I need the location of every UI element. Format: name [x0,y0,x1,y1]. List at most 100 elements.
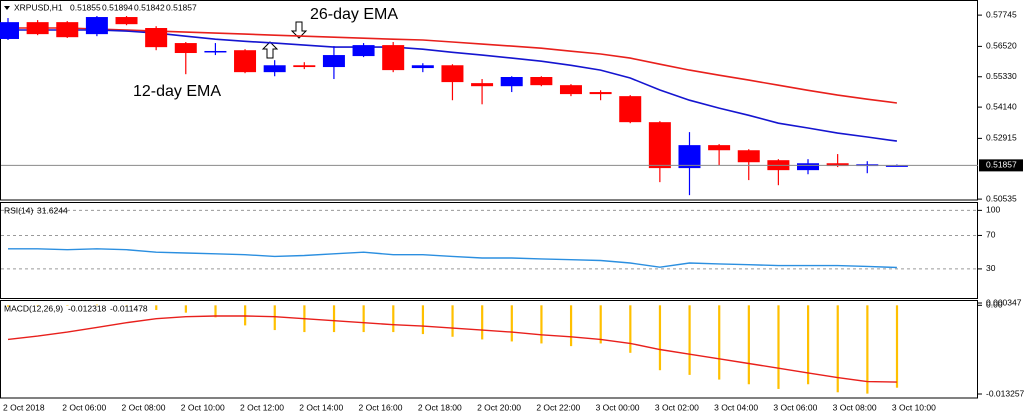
candle-body [204,50,227,53]
x-tick-label: 2 Oct 06:00 [62,402,106,412]
current-price-box [979,159,1023,172]
ohlc-value: 0.51857 [166,2,197,12]
ema26-arrow [290,21,308,39]
y-tick-label: 0.000347 [986,297,1022,307]
x-tick-label: 3 Oct 04:00 [714,402,758,412]
candle-body [263,65,286,73]
ema26-label: 26-day EMA [310,6,398,23]
panel-title: MACD(12,26,9) [4,303,63,313]
macd-value: -0.012318 [68,303,107,313]
candle-body [678,145,701,169]
candle-body [619,96,642,123]
macd-bar [421,305,425,335]
candle-body [737,150,760,163]
x-tick-label: 2 Oct 10:00 [181,402,225,412]
candle-body [382,45,405,71]
macd-panel [0,300,978,399]
candle-body [85,17,108,35]
x-tick-label: 3 Oct 02:00 [655,402,699,412]
candle-body [530,77,553,86]
candle-body [411,65,434,69]
price-panel [0,0,978,201]
y-tick-label: 0.57745 [986,9,1017,19]
rsi-line [8,248,897,269]
macd-bar [125,305,128,306]
macd-bar [718,305,721,380]
x-tick-label: 3 Oct 06:00 [773,402,817,412]
macd-bar [599,305,602,344]
y-tick-label: 100 [986,205,1000,215]
candle-body [293,65,316,68]
x-tick-label: 2 Oct 12:00 [240,402,284,412]
y-tick-label: 0.56520 [986,41,1017,51]
y-tick-label: 0.52915 [986,133,1017,143]
x-tick-label: 3 Oct 10:00 [892,402,936,412]
menu-triangle [4,6,10,10]
signal-line [7,315,897,383]
macd-bar [688,305,691,375]
y-tick-label: 70 [986,230,996,240]
candle-body [648,122,671,169]
macd-bar [895,305,899,388]
rsi-value: 31.6244 [37,205,68,215]
chart-title: XRPUSD,H1 [14,2,63,12]
y-tick-label: 0.54140 [986,101,1017,111]
x-tick-label: 2 Oct 18:00 [418,402,462,412]
macd-bar [155,305,158,311]
macd-bar [747,305,750,385]
x-tick-label: 2 Oct 2018 [3,402,45,412]
x-tick-label: 2 Oct 14:00 [299,402,343,412]
macd-bar [95,304,99,306]
macd-bar [777,305,780,389]
candle-body [115,17,138,25]
ohlc-value: 0.51894 [102,2,133,12]
macd-bar [866,305,869,394]
candle-body [322,55,345,68]
y-tick-label: -0.013257 [986,388,1024,398]
rsi-panel [0,202,978,299]
candle-body [352,45,375,57]
candle-body [174,43,197,54]
y-tick-label: 0.50535 [986,193,1017,203]
macd-bar [66,305,69,306]
macd-bar [836,305,839,393]
macd-bar [392,305,395,333]
current-price-label: 0.51857 [986,160,1017,170]
macd-bar [273,305,276,331]
x-tick-label: 2 Oct 16:00 [359,402,403,412]
macd-bar [569,305,573,347]
candle-body [234,50,257,73]
macd-bar [36,305,39,306]
x-tick-label: 2 Oct 08:00 [122,402,166,412]
macd-bar [362,305,365,333]
x-tick-label: 3 Oct 08:00 [833,402,877,412]
candle-body [826,163,849,167]
y-tick-label: 30 [986,263,996,273]
candle-body [500,77,523,87]
macd-bar [807,305,810,385]
macd-bar [540,305,543,344]
candle-body [0,22,19,39]
macd-bar [214,305,217,318]
macd-bar [451,305,454,337]
ema12-label: 12-day EMA [133,83,221,100]
x-tick-label: 2 Oct 20:00 [477,402,521,412]
y-tick-label: 0.00 [986,300,1003,310]
macd-bar [7,305,10,307]
candle-body [441,65,464,83]
ema12-arrow [261,41,279,59]
candle-body [589,92,612,95]
macd-bar [629,305,632,353]
macd-bar [658,305,662,371]
candle-body [26,22,49,35]
x-tick-label: 2 Oct 22:00 [536,402,580,412]
panel-title: RSI(14) [4,205,33,215]
x-tick-label: 3 Oct 00:00 [596,402,640,412]
macd-value: -0.011478 [110,303,148,313]
macd-bar [332,305,336,333]
macd-bar [184,305,187,313]
candle-body [559,85,582,95]
candle-body [797,163,820,171]
candle-body [885,165,908,167]
